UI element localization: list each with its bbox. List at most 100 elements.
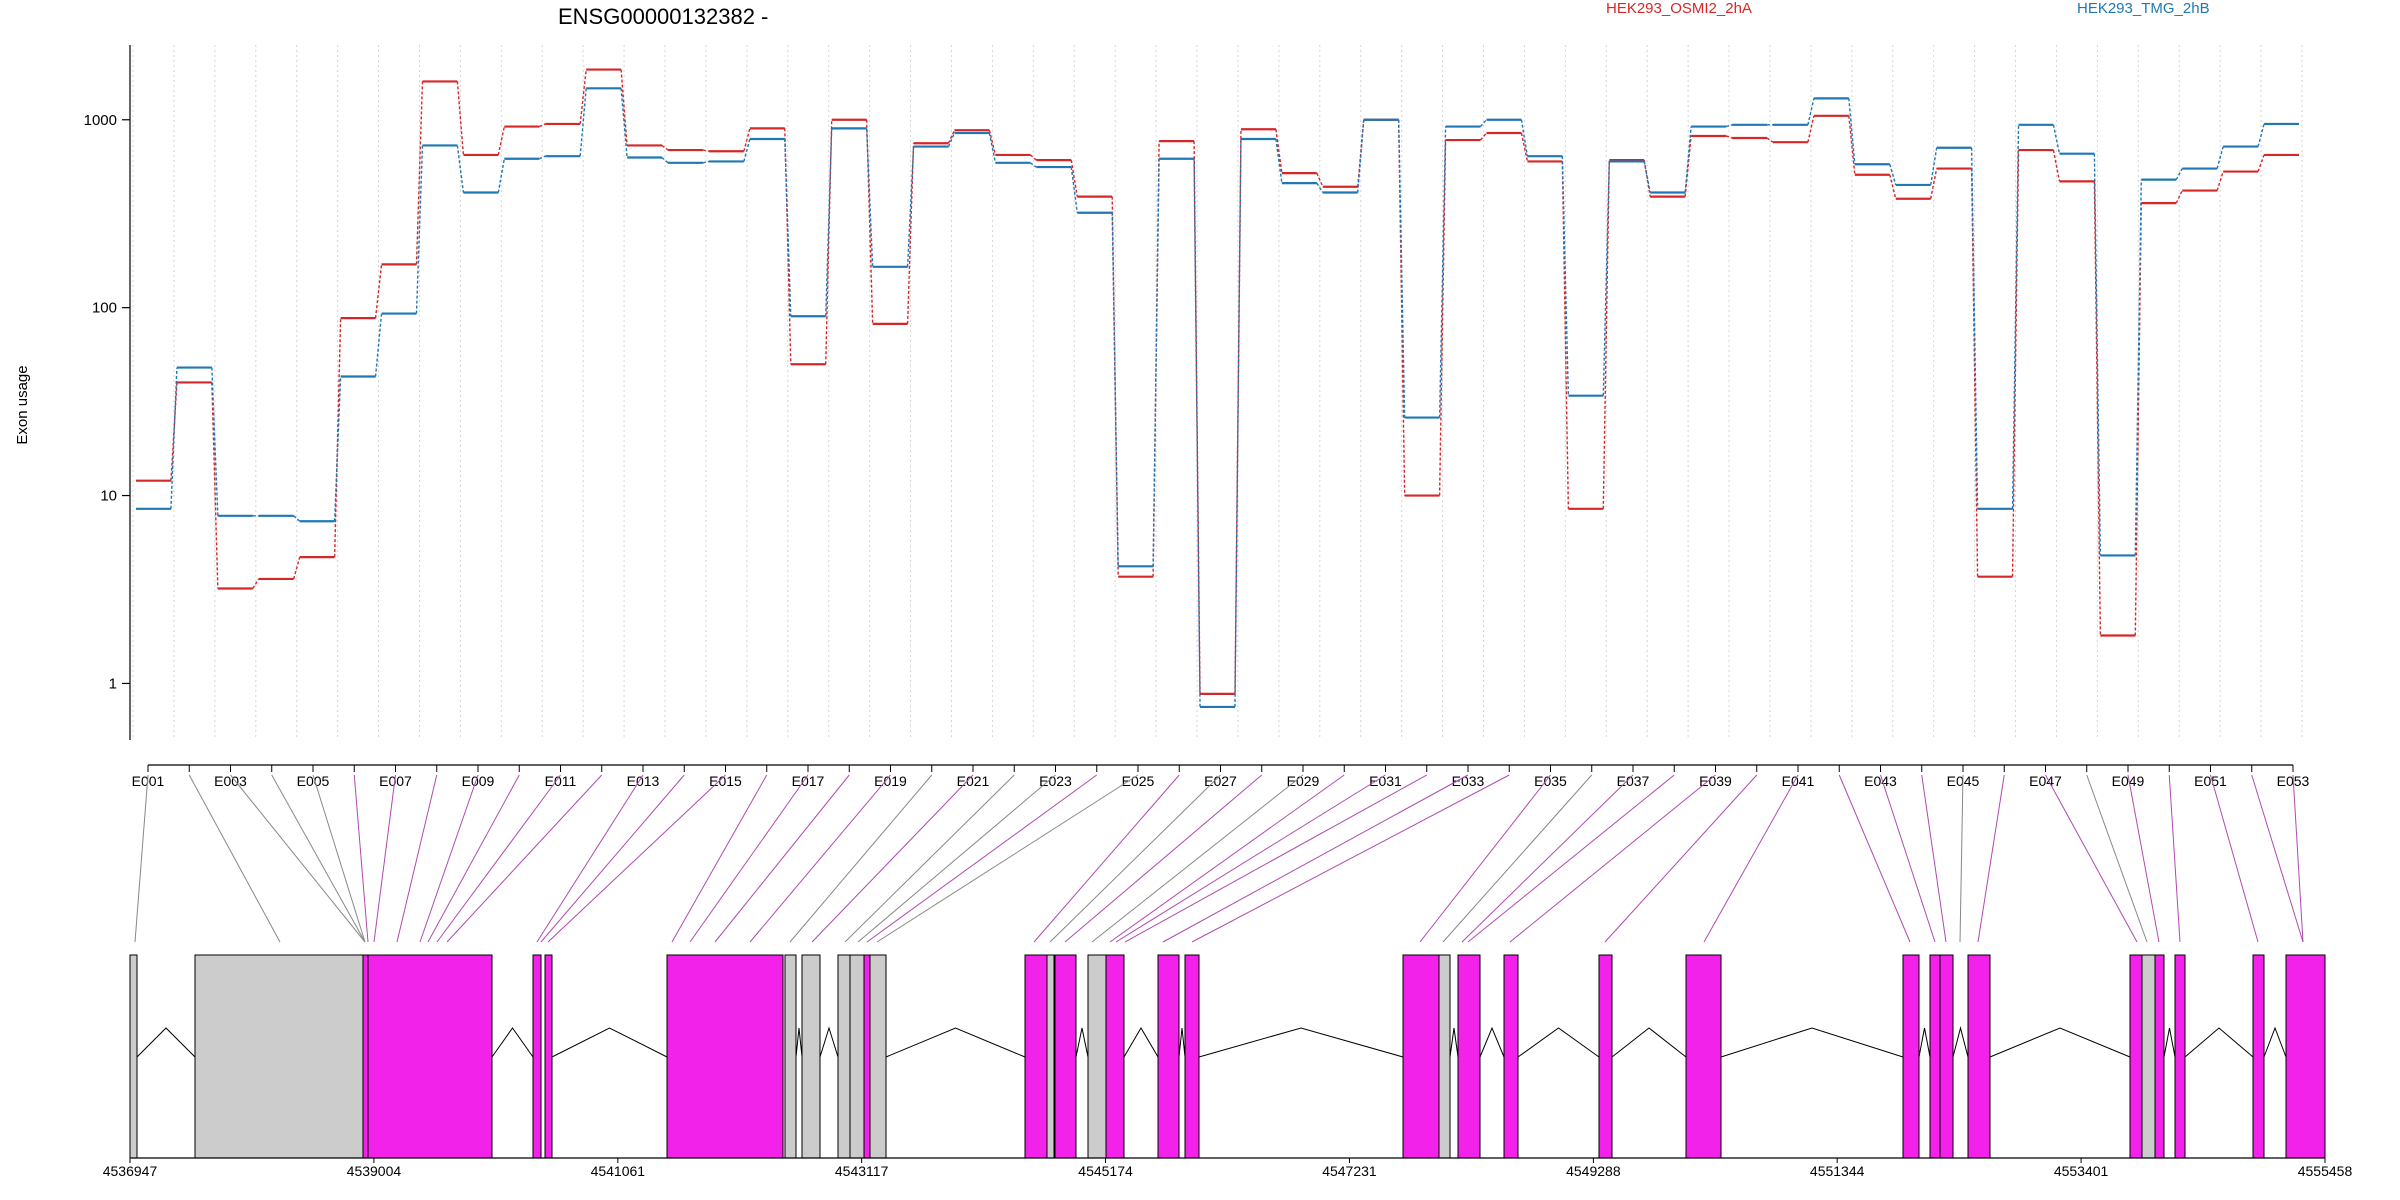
exon-mapping-line xyxy=(876,774,1139,943)
exon-mapping-line xyxy=(536,774,644,943)
exon-mapping-line xyxy=(547,774,726,943)
intron-connector xyxy=(1989,1027,2131,1058)
series-connector xyxy=(170,69,2265,694)
exon-mapping-line xyxy=(1921,774,1947,943)
exon-mapping-line xyxy=(1509,774,1716,943)
y-axis: 1 10 100 1000 xyxy=(84,45,131,740)
gridlines xyxy=(132,45,2303,740)
exon-block xyxy=(1105,954,1125,1159)
legend-series-b: HEK293_TMG_2hB xyxy=(2077,0,2210,17)
exon-mapping-line xyxy=(2045,774,2138,943)
exon-tick-label: E039 xyxy=(1699,773,1732,789)
exon-mapping-line xyxy=(857,774,1056,943)
exon-tick-label: E021 xyxy=(957,773,990,789)
exon-mapping-line xyxy=(540,774,685,943)
exon-mapping-line xyxy=(866,774,1098,943)
exon-tick-label: E029 xyxy=(1287,773,1320,789)
exon-mapping-line xyxy=(2086,774,2148,943)
exon-tick-label: E037 xyxy=(1617,773,1650,789)
exon-mapping-line xyxy=(1880,774,1936,943)
exon-mapping-line xyxy=(1091,774,1304,943)
exon-mapping-line xyxy=(811,774,974,943)
exon-block xyxy=(532,954,542,1159)
exon-mapping-line xyxy=(1604,774,1758,943)
exon-block xyxy=(2129,954,2143,1159)
exon-block xyxy=(1046,954,1055,1159)
exon-tick-label: E017 xyxy=(792,773,825,789)
exon-block xyxy=(1902,954,1920,1159)
exon-mapping-line xyxy=(188,774,281,943)
intron-connector xyxy=(1952,1026,1969,1058)
exon-mapping-line xyxy=(1959,774,1964,943)
exon-block xyxy=(1402,954,1440,1159)
exon-tick-label: E013 xyxy=(627,773,660,789)
intron-connector xyxy=(551,1027,668,1058)
exon-mapping-line xyxy=(1977,774,2005,943)
exon-mapping-line xyxy=(714,774,850,943)
y-tick-label: 100 xyxy=(92,300,117,317)
genomic-tick-label: 4543117 xyxy=(835,1163,889,1179)
exon-mapping-line xyxy=(689,774,809,943)
exon-tick-label: E047 xyxy=(2029,773,2062,789)
exon-mapping-line xyxy=(749,774,891,943)
genomic-tick-label: 4547231 xyxy=(1322,1163,1377,1179)
exon-block xyxy=(837,954,851,1159)
intron-connector xyxy=(819,1026,839,1058)
exon-mapping-line xyxy=(2210,774,2259,943)
intron-connector xyxy=(1720,1027,1904,1058)
intron-connector xyxy=(1918,1027,1931,1058)
exon-block xyxy=(849,954,865,1159)
exon-block xyxy=(863,954,871,1159)
series-connector xyxy=(170,88,2265,707)
exon-mapping-line xyxy=(1461,774,1634,943)
exon-tick-label: E015 xyxy=(709,773,742,789)
exon-block xyxy=(2252,954,2265,1159)
exon-mapping-line xyxy=(2127,774,2160,943)
exon-block xyxy=(544,954,553,1159)
intron-connector xyxy=(1449,1027,1459,1058)
exon-tick-label: E033 xyxy=(1452,773,1485,789)
exon-tick-label: E001 xyxy=(132,773,165,789)
gene-model xyxy=(129,954,2326,1159)
genomic-tick-label: 4551344 xyxy=(1810,1163,1865,1179)
exon-mapping-line xyxy=(789,774,933,943)
genomic-tick-label: 4541061 xyxy=(591,1163,646,1179)
exon-block xyxy=(1438,954,1451,1159)
genomic-coordinate-axis: 4536947 4539004 4541061 4543117 4545174 45472… xyxy=(103,1157,2352,1179)
exon-mapping-line xyxy=(427,774,520,943)
exon-mapping-line xyxy=(134,774,149,943)
genomic-tick-label: 4536947 xyxy=(103,1163,158,1179)
intron-connector xyxy=(2163,1027,2176,1058)
intron-connector xyxy=(1198,1027,1404,1058)
exon-mapping-line xyxy=(2292,774,2304,943)
exon-block xyxy=(784,954,797,1159)
exon-tick-label: E009 xyxy=(462,773,495,789)
exon-tick-label: E043 xyxy=(1864,773,1897,789)
exon-block xyxy=(194,954,364,1159)
intron-connector xyxy=(1178,1027,1186,1058)
exon-block xyxy=(2154,954,2165,1159)
intron-connector xyxy=(2263,1026,2287,1058)
exon-block xyxy=(666,954,784,1159)
exon-mapping-line xyxy=(1838,774,1911,943)
exon-block xyxy=(1054,954,1077,1159)
y-tick-label: 10 xyxy=(100,488,117,505)
exon-axis: E001 E003 E005 E007 E009 E011 E013 E015 E017 E019… xyxy=(132,764,2310,789)
intron-connector xyxy=(136,1027,196,1058)
y-axis-label: Exon usage xyxy=(14,365,31,444)
intron-connector xyxy=(1123,1027,1159,1058)
exon-mapping-line xyxy=(373,774,396,943)
exon-block xyxy=(1457,954,1481,1159)
intron-connector xyxy=(1517,1027,1600,1058)
exon-block xyxy=(129,954,138,1159)
exon-mapping-line xyxy=(1162,774,1469,943)
exon-mapping-line xyxy=(396,774,438,943)
exon-block xyxy=(1929,954,1941,1159)
exon-mapping-lines xyxy=(134,774,2304,943)
exon-tick-label: E023 xyxy=(1039,773,1072,789)
series-a xyxy=(136,68,2299,695)
exon-tick-label: E031 xyxy=(1369,773,1402,789)
exon-tick-label: E007 xyxy=(379,773,412,789)
exon-mapping-line xyxy=(2251,774,2304,943)
intron-connector xyxy=(885,1027,1026,1058)
